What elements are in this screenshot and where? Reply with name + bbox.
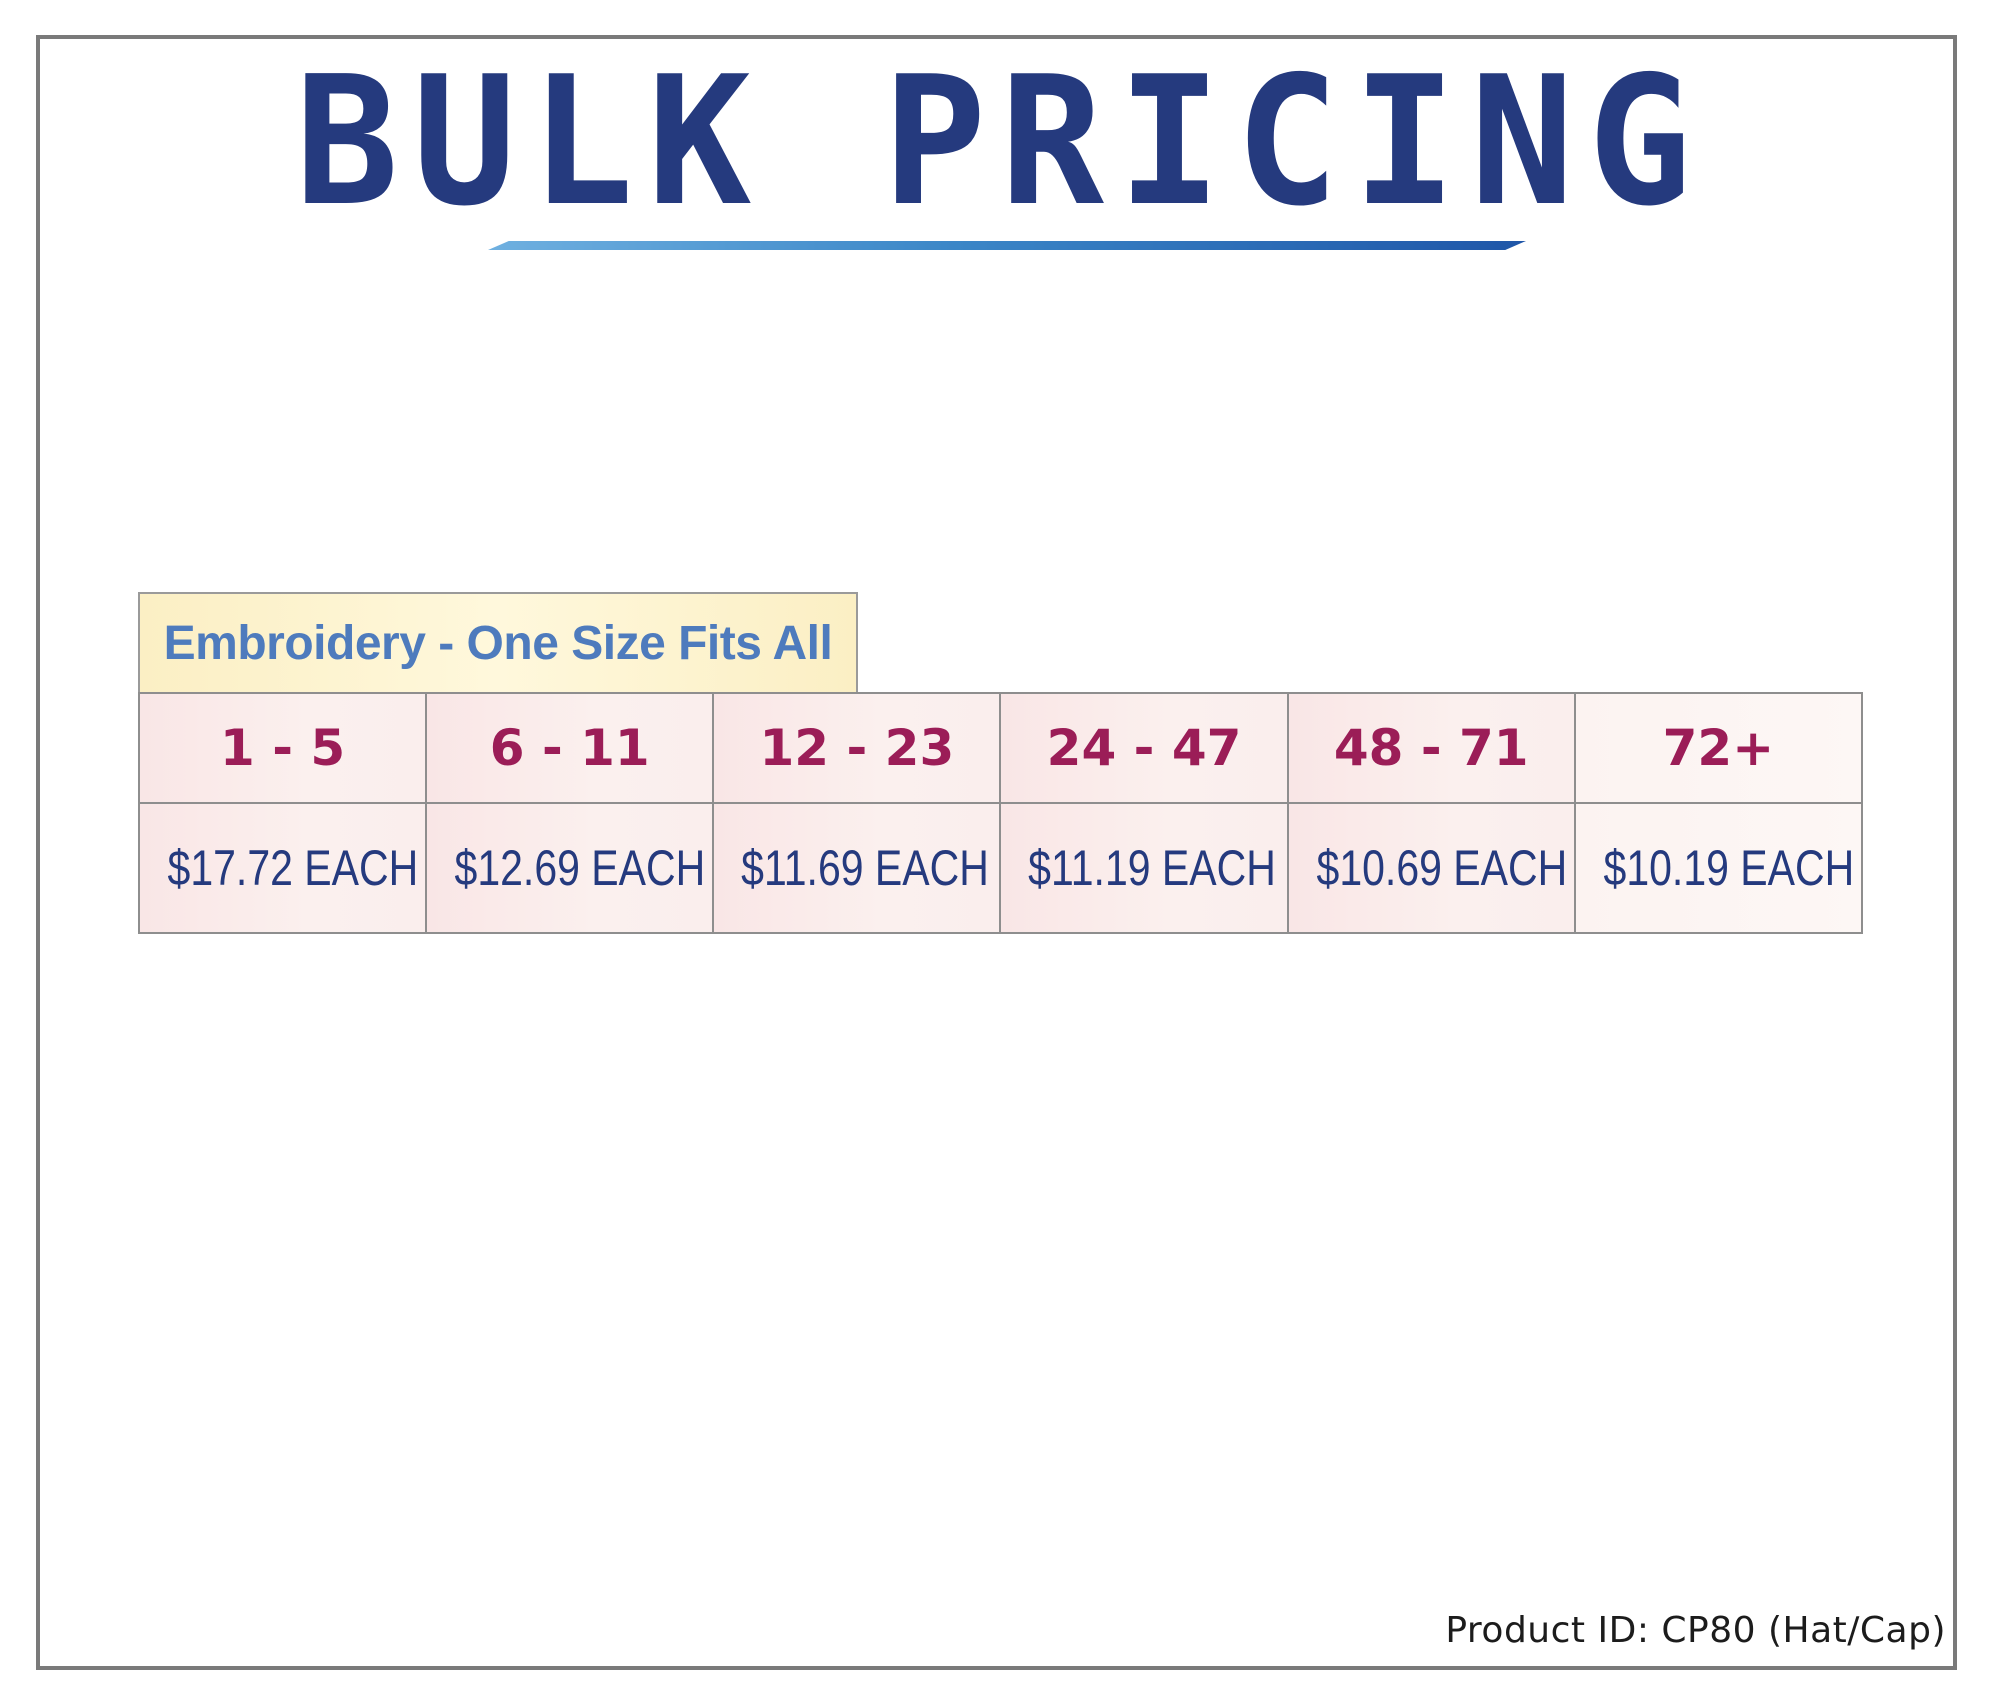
product-id: Product ID: CP80 (Hat/Cap): [1445, 1610, 1946, 1651]
price-text: $10.69 EACH: [1316, 840, 1567, 896]
price-text: $12.69 EACH: [454, 840, 706, 896]
price-text: $17.72 EACH: [167, 840, 419, 896]
price-cell: $10.69 EACH: [1286, 802, 1576, 934]
price-row: $17.72 EACH $12.69 EACH $11.69 EACH $11.…: [137, 802, 1864, 934]
price-cell: $12.69 EACH: [425, 802, 715, 934]
quantity-row: 1 - 5 6 - 11 12 - 23 24 - 47 48 - 71 72+: [137, 692, 1864, 804]
section-label: Embroidery - One Size Fits All: [138, 592, 858, 693]
title-underline: [488, 241, 1526, 250]
quantity-cell: 6 - 11: [425, 692, 715, 804]
quantity-cell: 1 - 5: [137, 692, 428, 804]
price-text: $11.19 EACH: [1028, 840, 1277, 896]
price-text: $10.19 EACH: [1603, 840, 1855, 896]
price-cell: $10.19 EACH: [1573, 802, 1864, 934]
quantity-cell: 72+: [1573, 692, 1864, 804]
pricing-table: 1 - 5 6 - 11 12 - 23 24 - 47 48 - 71 72+…: [137, 692, 1864, 934]
price-cell: $11.69 EACH: [712, 802, 1002, 934]
quantity-cell: 12 - 23: [712, 692, 1002, 804]
price-cell: $17.72 EACH: [137, 802, 428, 934]
page-title: BULK PRICING: [294, 38, 1706, 245]
quantity-cell: 24 - 47: [999, 692, 1289, 804]
price-cell: $11.19 EACH: [999, 802, 1289, 934]
quantity-cell: 48 - 71: [1286, 692, 1576, 804]
price-text: $11.69 EACH: [741, 840, 990, 896]
